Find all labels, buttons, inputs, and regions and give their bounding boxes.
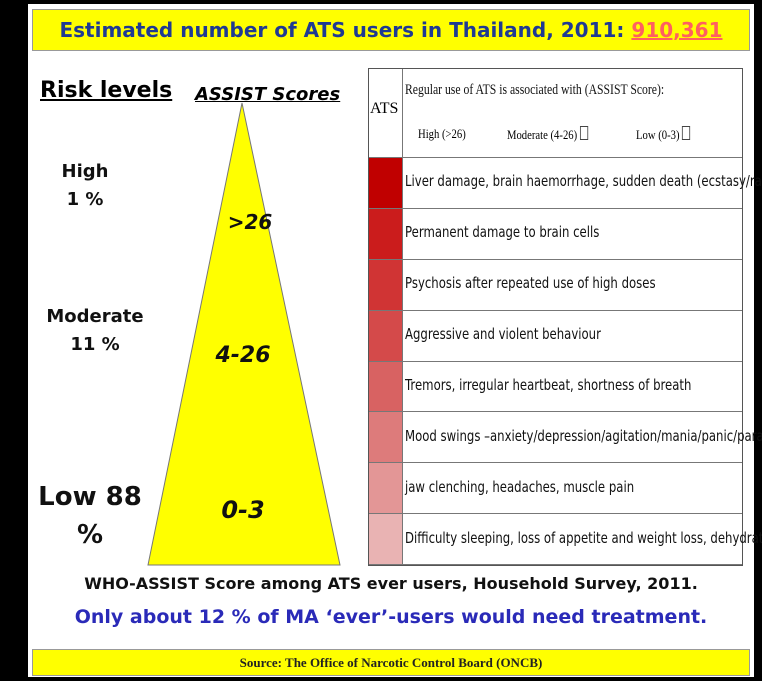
table: [368, 68, 743, 566]
caption: WHO-ASSIST Score among ATS ever users, H…: [84, 574, 698, 593]
row-cell: [403, 260, 742, 311]
row-cell: [403, 412, 742, 464]
risk-swatch: [369, 208, 403, 260]
row-cell: [403, 463, 742, 515]
legend-box: [579, 126, 588, 140]
highlight: 910,361: [631, 18, 723, 42]
table-header: Regular use of ATS is associated with (A…: [405, 82, 665, 98]
row-text: Mood swings –anxiety/depression/agitatio…: [405, 426, 762, 445]
risk-swatch: [369, 463, 403, 515]
legend: Low (0-3): [636, 126, 691, 143]
legend-item: High (>26): [418, 126, 466, 141]
level: Low 88%: [30, 478, 150, 554]
risk-swatch: [369, 514, 403, 565]
row-text: Permanent damage to brain cells: [405, 223, 600, 242]
row-text: Psychosis after repeated use of high dos…: [405, 274, 656, 293]
risk-swatch: [369, 361, 403, 413]
row-cell: [403, 514, 742, 565]
score: >26: [227, 210, 273, 234]
title: Estimated number of ATS users in Thailan…: [59, 18, 625, 42]
legend: High (>26): [418, 126, 466, 142]
risk-swatch: [369, 259, 403, 311]
triangle: [147, 102, 341, 566]
header-cell: [403, 69, 742, 158]
score: 4-26: [215, 343, 271, 368]
score-heading: ASSIST Scores: [195, 84, 341, 105]
legend: Moderate (4-26): [507, 126, 588, 143]
row-text: Aggressive and violent behaviour: [405, 325, 601, 344]
row-text: jaw clenching, headaches, muscle pain: [405, 477, 635, 496]
score: 0-3: [221, 496, 265, 524]
legend-item: Low (0-3): [636, 127, 680, 142]
row-cell: [403, 311, 742, 362]
level-name: High: [61, 161, 109, 182]
note: Only about 12 % of MA ‘ever’-users would…: [74, 606, 708, 628]
risk-heading: Risk levels: [40, 78, 173, 103]
level-pct: 1 %: [66, 189, 104, 210]
source-bar: Source: The Office of Narcotic Control B…: [32, 649, 750, 676]
header-cell: [369, 69, 403, 158]
row-text: Tremors, irregular heartbeat, shortness …: [405, 375, 692, 394]
risk-swatch: [369, 412, 403, 464]
level-pct: %: [76, 520, 104, 550]
legend-box: [681, 126, 691, 140]
row-cell: [403, 362, 742, 413]
level-pct: 11 %: [70, 334, 120, 355]
level: Moderate 11 %: [30, 303, 160, 359]
level-name: Low 88: [38, 482, 142, 512]
risk-swatch: [369, 158, 403, 209]
risk-swatch: [369, 310, 403, 362]
source: Source: The Office of Narcotic Control B…: [239, 655, 543, 670]
level: High 1 %: [30, 158, 140, 214]
row-text: Liver damage, brain haemorrhage, sudden …: [405, 172, 762, 191]
row-cell: [403, 209, 742, 260]
row-text: Difficulty sleeping, loss of appetite an…: [405, 528, 762, 547]
row-cell: [403, 158, 742, 209]
legend-item: Moderate (4-26): [507, 127, 578, 142]
level-name: Moderate: [46, 306, 144, 327]
title-bar: Estimated number of ATS users in Thailan…: [32, 9, 750, 51]
col-header: ATS: [370, 100, 399, 117]
